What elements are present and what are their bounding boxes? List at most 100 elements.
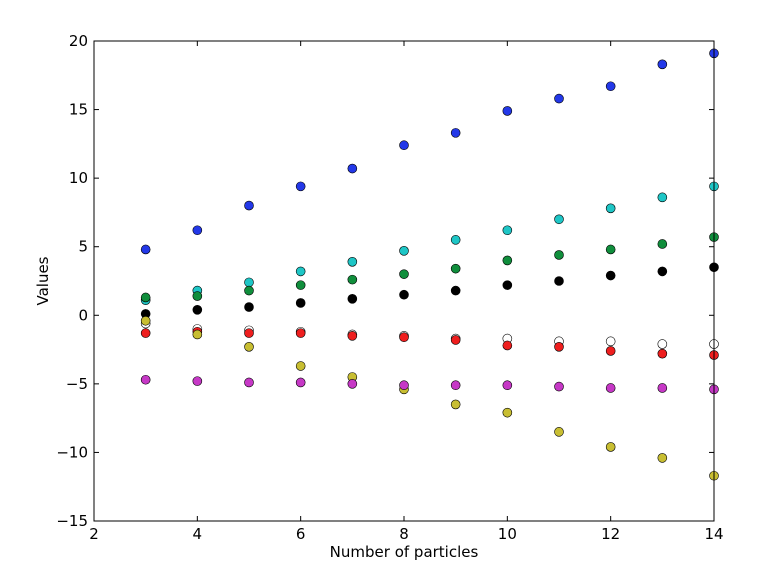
data-point xyxy=(295,361,306,371)
data-point xyxy=(502,280,513,290)
data-point xyxy=(502,225,513,236)
y-tick-label: 5 xyxy=(78,238,88,256)
data-point xyxy=(450,263,461,274)
data-point xyxy=(347,331,358,341)
data-point xyxy=(657,383,668,393)
axis-ticks xyxy=(93,40,715,522)
data-point xyxy=(140,315,151,326)
x-tick-label: 8 xyxy=(399,525,409,543)
data-point xyxy=(605,346,616,356)
x-tick-label: 10 xyxy=(498,525,517,543)
data-point xyxy=(554,250,564,260)
data-point xyxy=(244,200,254,211)
data-point xyxy=(295,266,306,277)
data-point xyxy=(605,81,616,92)
series-1 xyxy=(140,181,719,306)
x-tick-label: 6 xyxy=(296,525,306,543)
data-point xyxy=(244,342,254,352)
data-points xyxy=(140,48,719,481)
series-7 xyxy=(140,374,719,395)
data-point xyxy=(502,380,513,391)
data-point xyxy=(657,339,668,349)
y-tick-label: 10 xyxy=(69,169,88,187)
data-point xyxy=(657,348,668,359)
data-point xyxy=(192,376,203,386)
data-point xyxy=(605,244,616,255)
data-point xyxy=(140,244,151,255)
data-point xyxy=(399,269,409,279)
series-5 xyxy=(140,326,719,360)
data-point xyxy=(295,181,306,192)
y-tick-label: −10 xyxy=(56,443,88,461)
y-tick-label: 20 xyxy=(69,32,88,50)
plot-area-frame xyxy=(93,40,715,522)
y-axis-label: Values xyxy=(34,256,52,305)
x-tick-label: 14 xyxy=(704,525,723,543)
data-point xyxy=(502,340,513,351)
data-point xyxy=(450,235,461,245)
x-tick-label: 2 xyxy=(89,525,99,543)
data-point xyxy=(192,304,203,315)
data-point xyxy=(192,329,203,340)
x-axis-label: Number of particles xyxy=(330,543,479,561)
y-tick-label: −5 xyxy=(66,375,88,393)
data-point xyxy=(244,285,254,296)
data-point xyxy=(554,342,564,352)
data-point xyxy=(554,427,564,437)
data-point xyxy=(502,407,513,418)
data-point xyxy=(140,292,151,303)
data-point xyxy=(605,203,616,214)
data-point xyxy=(605,336,616,347)
series-2 xyxy=(140,232,719,303)
data-point xyxy=(399,289,409,300)
data-point xyxy=(192,291,203,301)
data-point xyxy=(450,285,461,296)
data-point xyxy=(554,214,564,225)
data-point xyxy=(295,377,306,388)
y-tick-label: −15 xyxy=(56,512,88,530)
data-point xyxy=(399,246,409,256)
series-3 xyxy=(140,262,719,319)
data-point xyxy=(347,294,358,304)
data-point xyxy=(502,106,513,116)
axis-tick-labels: 2 4 6 8 10 12 14 −15 −10 −5 0 5 10 15 20 xyxy=(56,32,723,543)
data-point xyxy=(347,163,358,174)
data-point xyxy=(399,332,409,343)
data-point xyxy=(450,128,461,138)
data-point xyxy=(399,380,409,391)
data-point xyxy=(450,399,461,410)
data-point xyxy=(347,379,358,389)
data-point xyxy=(244,277,254,288)
data-point xyxy=(140,328,151,338)
x-tick-label: 4 xyxy=(193,525,203,543)
data-point xyxy=(657,59,668,70)
data-point xyxy=(347,256,358,267)
data-point xyxy=(244,377,254,388)
x-tick-label: 12 xyxy=(601,525,620,543)
series-6 xyxy=(140,315,719,481)
data-point xyxy=(244,302,254,312)
data-point xyxy=(347,274,358,285)
data-point xyxy=(657,453,668,463)
data-point xyxy=(295,298,306,308)
data-point xyxy=(554,276,564,286)
data-point xyxy=(450,380,461,391)
data-point xyxy=(554,381,564,392)
data-point xyxy=(554,93,564,104)
data-point xyxy=(605,270,616,281)
data-point xyxy=(295,328,306,338)
data-point xyxy=(244,328,254,338)
data-point xyxy=(657,192,668,203)
y-tick-label: 15 xyxy=(69,101,88,119)
data-point xyxy=(657,266,668,277)
data-point xyxy=(295,280,306,290)
data-point xyxy=(605,383,616,393)
data-point xyxy=(192,225,203,236)
data-point xyxy=(605,442,616,452)
y-tick-label: 0 xyxy=(78,306,88,324)
data-point xyxy=(399,140,409,151)
series-4 xyxy=(140,318,719,349)
data-point xyxy=(140,374,151,385)
data-point xyxy=(657,239,668,249)
